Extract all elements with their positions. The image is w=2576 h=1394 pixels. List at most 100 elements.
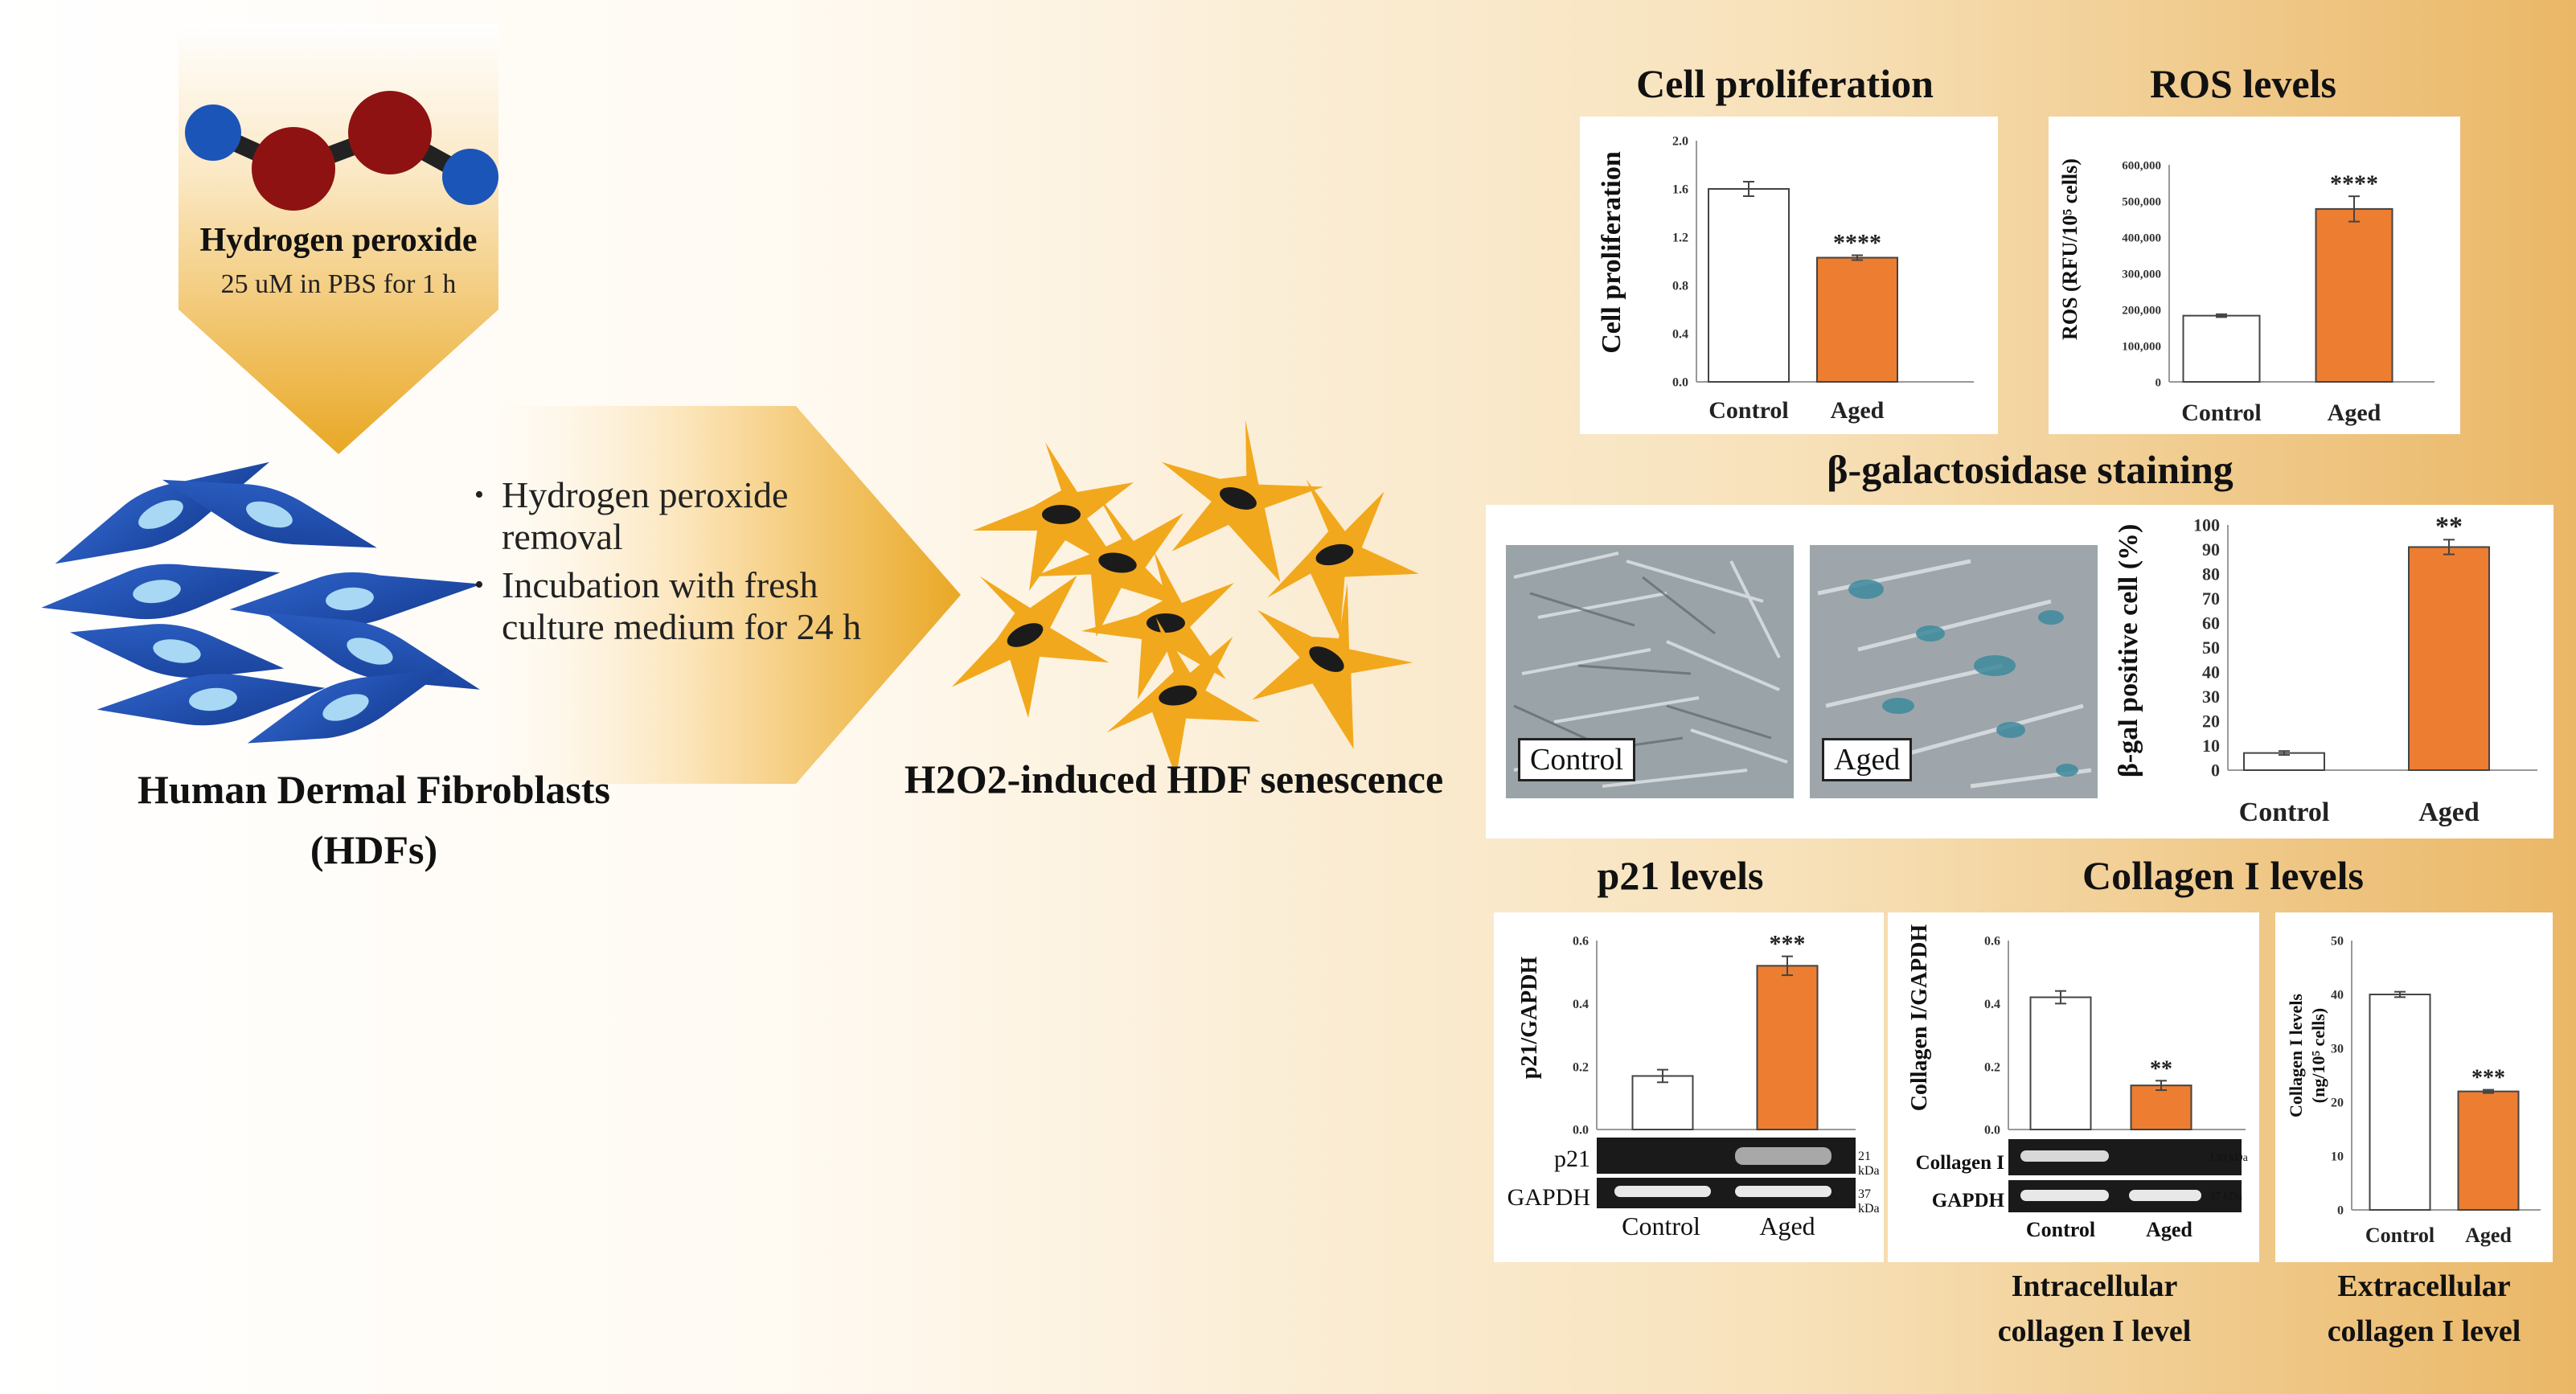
y-tick-label: 10 [2202,736,2220,756]
x-category-label: Control [1708,397,1788,424]
x-category-label: Control [2365,1224,2434,1247]
y-tick-label: 100,000 [2122,340,2161,353]
bgal-title: β-galactosidase staining [1827,447,2233,492]
colex-chart: 0 10 20 30 40 50 Control *** Aged [2331,935,2541,1247]
bar-control [1631,1075,1694,1131]
x-category-label: Aged [2418,797,2480,827]
y-tick-label: 0.6 [1573,935,1589,949]
hdf-label: Human Dermal Fibroblasts (HDFs) [16,760,732,880]
x-category-label: Aged [1831,397,1885,424]
y-tick-label: 0 [2156,376,2162,389]
y-tick-label: 0.4 [1573,998,1589,1011]
p21-xlabel-aged: Aged [1759,1212,1815,1240]
y-tick-label: 40 [2202,662,2220,683]
micrograph-aged: Aged [1810,545,2098,798]
collagen-intra-panel: Collagen I/GAPDH 0.0 0.2 0.4 0.6 ** Collagen… [1888,912,2259,1262]
y-tick-label: 100 [2193,515,2220,535]
bar-control [2029,996,2092,1130]
significance-label: *** [2471,1066,2505,1091]
y-tick-label: 0.0 [1672,376,1688,390]
hdf-label-line1: Human Dermal Fibroblasts [137,767,610,812]
bar-aged [1756,965,1819,1131]
bar-control [2182,314,2261,383]
bar-control [1708,188,1790,383]
p21-title: p21 levels [1597,853,1764,898]
bgal-panel: Control Aged β-gal positive cell (%) 0 10… [1486,505,2553,838]
collagen-gapdh-label: GAPDH [1931,1190,2004,1212]
y-tick-label: 50 [2331,935,2344,949]
y-tick-label: 1.6 [1672,183,1688,197]
collagen-gapdh-band-control [2020,1190,2109,1201]
collagen-extra-panel: Collagen I levels (ng/10⁵ cells) 0 10 20 30… [2275,912,2553,1262]
prolif-chart: 0.0 0.4 0.8 1.2 1.6 2.0 Control **** Aged [1672,135,1974,424]
significance-label: ** [2150,1056,2172,1081]
y-tick-label: 0 [2337,1204,2344,1218]
y-tick-label: 0.2 [1984,1060,2000,1074]
y-tick-label: 1.2 [1672,232,1688,245]
significance-label: ** [2435,511,2463,541]
gapdh-band-aged [1735,1186,1832,1197]
y-tick-label: 0.4 [1672,328,1688,342]
treatment-detail: 25 uM in PBS for 1 h [220,269,457,299]
bar-aged [2315,207,2393,383]
y-tick-label: 200,000 [2122,304,2161,317]
y-tick-label: 0.0 [1573,1124,1589,1138]
y-tick-label: 0.6 [1984,935,2000,949]
y-tick-label: 2.0 [1672,135,1688,149]
colin-xlabel-aged: Aged [2146,1218,2192,1241]
bar-control [2369,994,2431,1211]
p21-xlabel-control: Control [1622,1212,1700,1240]
hdf-label-line2: (HDFs) [310,827,438,872]
y-tick-label: 30 [2331,1043,2344,1056]
bar-aged [2408,546,2490,771]
collagen-kda: 130 kDa [2209,1152,2248,1164]
ros-title: ROS levels [2150,61,2336,106]
y-tick-label: 0.4 [1984,998,2000,1011]
x-category-label: Control [2239,797,2330,827]
y-tick-label: 40 [2331,989,2344,1002]
ros-panel: ROS (RFU/10⁵ cells) 0 100,000 200,000 300,0… [2049,117,2460,434]
y-tick-label: 10 [2331,1150,2344,1164]
bgal-chart: 0 10 20 30 40 50 60 70 80 90 100 Control ** Aged [2193,511,2537,827]
y-tick-label: 600,000 [2122,159,2161,172]
bar-aged [2130,1084,2192,1131]
fibroblast-cells-icon [41,461,482,744]
y-tick-label: 60 [2202,613,2220,633]
gapdh-band-control [1614,1186,1711,1197]
y-tick-label: 70 [2202,588,2220,609]
y-tick-label: 50 [2202,638,2220,658]
gapdh-kda: 37 kDa [1858,1187,1880,1216]
y-tick-label: 80 [2202,564,2220,584]
significance-label: **** [2330,170,2378,197]
bar-aged [2457,1090,2520,1211]
y-tick-label: 0.8 [1672,280,1688,293]
collagen-title: Collagen I levels [2082,853,2364,898]
collagen-caption-extra: Extracellular collagen I level [2327,1269,2521,1348]
step-item: Incubation with fresh culture medium for… [474,564,909,648]
p21-chart: 0.0 0.2 0.4 0.6 *** [1573,931,1856,1138]
y-tick-label: 0.0 [1984,1124,2000,1138]
y-tick-label: 20 [2331,1097,2344,1110]
cell-proliferation-title: Cell proliferation [1636,61,1934,106]
p21-blot-label: p21 [1554,1146,1590,1172]
bar-aged [1816,256,1898,383]
y-tick-label: 400,000 [2122,232,2161,244]
y-tick-label: 90 [2202,539,2220,560]
micrograph-aged-label: Aged [1822,738,1913,781]
step-item: Hydrogen peroxide removal [474,474,909,558]
significance-label: *** [1770,931,1806,957]
y-tick-label: 0 [2211,761,2220,781]
p21-band-aged [1735,1147,1832,1165]
collagen-caption-intra: Intracellular collagen I level [1997,1269,2192,1348]
hydrogen-peroxide-molecule-icon [185,91,498,211]
collagen-band-control [2020,1150,2109,1162]
senescent-cells-icon [951,420,1419,777]
x-category-label: Control [2181,400,2261,426]
p21-kda: 21 kDa [1858,1150,1880,1178]
micrograph-control-label: Control [1518,738,1636,781]
collagen-gapdh-band-aged [2129,1190,2201,1201]
p21-panel: p21/GAPDH 0.0 0.2 0.4 0.6 *** p21 21 kDa GAP… [1494,912,1884,1262]
y-tick-label: 300,000 [2122,268,2161,281]
micrograph-control: Control [1506,545,1794,798]
gapdh-blot-label: GAPDH [1507,1184,1590,1211]
